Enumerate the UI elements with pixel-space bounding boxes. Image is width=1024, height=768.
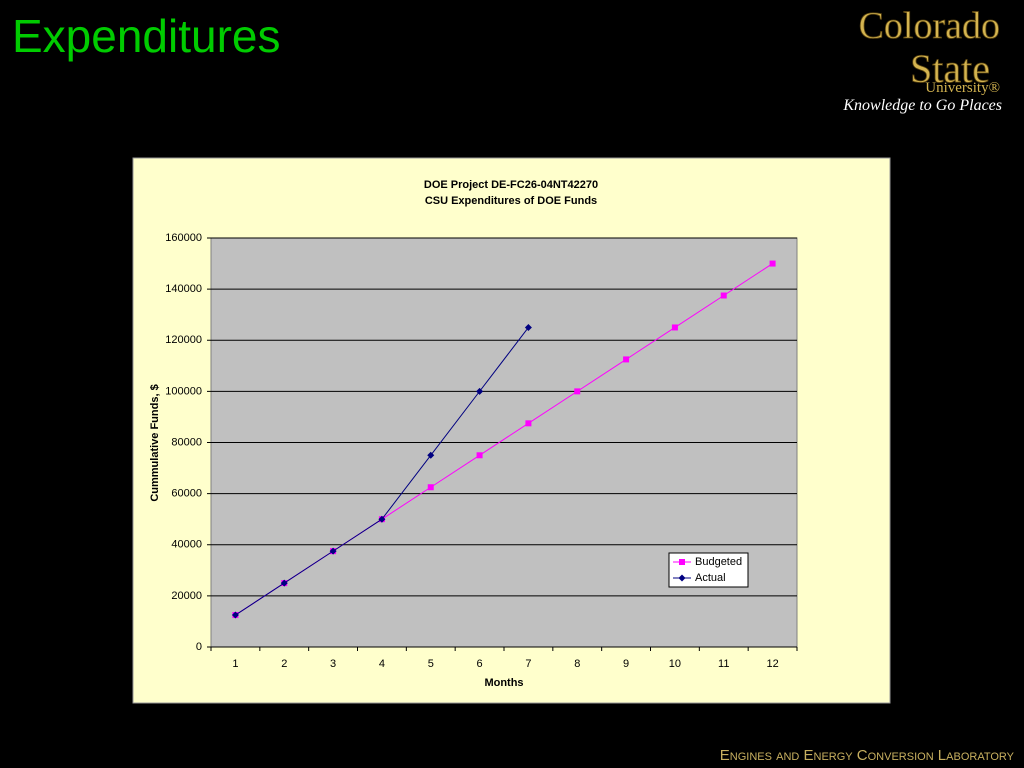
marker [231,611,239,619]
y-tick-label: 40000 [171,539,202,551]
marker [574,388,581,395]
marker [623,356,630,363]
marker [476,452,483,459]
marker [525,420,532,427]
y-tick-label: 100000 [165,385,202,397]
legend-label: Budgeted [695,556,742,568]
y-axis-label: Cummulative Funds, $ [149,384,161,501]
x-tick-label: 6 [477,658,483,670]
x-tick-label: 4 [379,658,385,670]
footer: Engines and Energy Conversion Laboratory [720,747,1015,764]
x-tick-label: 3 [330,658,336,670]
y-tick-label: 140000 [165,283,202,295]
logo-text: University® [925,80,1000,96]
marker [427,484,434,491]
x-tick-label: 5 [428,658,434,670]
y-tick-label: 160000 [165,232,202,244]
logo-text: State [910,46,990,91]
x-tick-label: 2 [281,658,287,670]
marker [769,260,776,267]
y-tick-label: 80000 [171,436,202,448]
logo-text: Colorado [859,5,1000,47]
legend-label: Actual [695,572,726,584]
y-tick-label: 20000 [171,590,202,602]
y-tick-label: 0 [196,641,202,653]
marker [524,323,532,331]
y-tick-label: 60000 [171,488,202,500]
x-tick-label: 12 [766,658,778,670]
logo-tagline: Knowledge to Go Places [842,97,1002,114]
y-tick-label: 120000 [165,334,202,346]
x-tick-label: 10 [669,658,681,670]
chart: DOE Project DE-FC26-04NT42270 CSU Expend… [132,157,891,704]
x-axis-label: Months [484,677,523,689]
x-tick-label: 9 [623,658,629,670]
chart-title: DOE Project DE-FC26-04NT42270 [424,179,598,191]
marker [427,451,435,459]
chart-subtitle: CSU Expenditures of DOE Funds [425,195,597,207]
marker [280,579,288,587]
x-tick-label: 11 [718,658,729,670]
marker [720,292,727,299]
x-tick-label: 7 [525,658,531,670]
slide-title: Expenditures [12,10,281,62]
legend-marker [678,574,686,582]
x-tick-label: 8 [574,658,580,670]
marker [476,387,484,395]
marker [671,324,678,331]
marker [378,515,386,523]
x-tick-label: 1 [232,658,238,670]
marker [329,547,337,555]
legend-marker [679,559,685,565]
